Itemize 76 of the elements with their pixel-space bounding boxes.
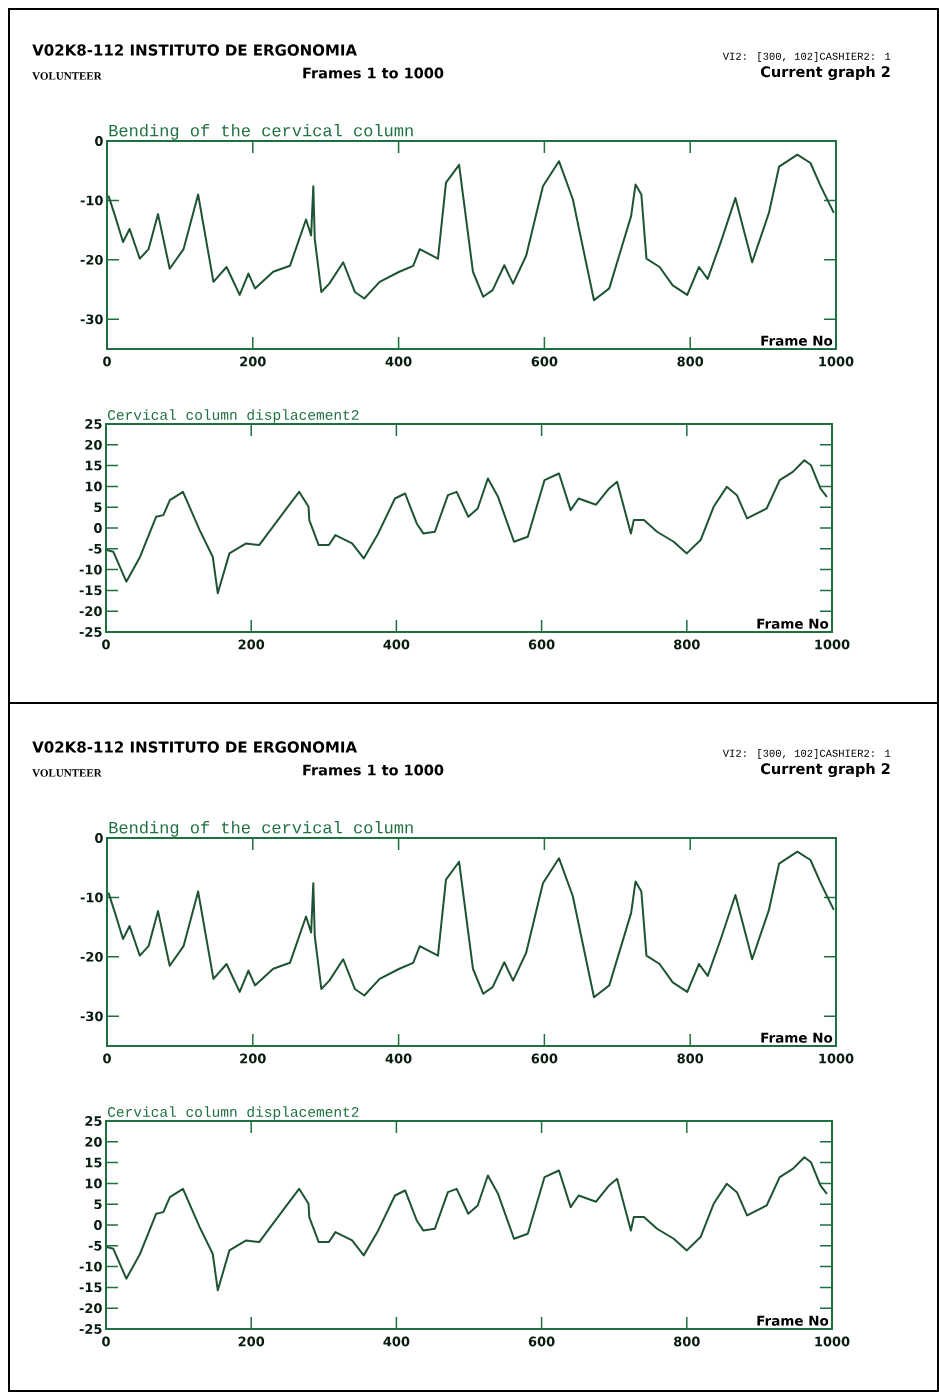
x-tick-label: 200 xyxy=(240,356,266,367)
line-series xyxy=(105,459,828,595)
chart-title: Cervical column displacement2 xyxy=(108,409,359,423)
y-tick-label: 15 xyxy=(85,1157,102,1168)
text: VI2: [300, 102]CASHIER2: 1 xyxy=(722,749,891,759)
y-tick-label: -30 xyxy=(80,1011,103,1022)
x-tick-label: 600 xyxy=(531,356,558,367)
x-tick-label: 1000 xyxy=(815,639,850,650)
x-tick-label: 1000 xyxy=(815,1336,850,1347)
y-tick-label: -20 xyxy=(80,254,103,265)
y-tick-label: -15 xyxy=(79,1282,102,1293)
x-axis-title: Frame No xyxy=(761,1032,833,1043)
text: V02K8-112 INSTITUTO DE ERGONOMIA xyxy=(32,741,357,753)
chart-title: Bending of the cervical column xyxy=(109,820,413,837)
x-tick-label: 400 xyxy=(383,1336,410,1347)
y-tick-label: -5 xyxy=(88,1240,102,1251)
y-tick-label: -20 xyxy=(79,1303,102,1314)
y-tick-label: -10 xyxy=(79,1261,102,1272)
x-tick-label: 200 xyxy=(238,639,265,650)
y-tick-label: -20 xyxy=(79,606,102,617)
x-tick-label: 400 xyxy=(385,356,412,367)
x-axis-title: Frame No xyxy=(757,618,829,629)
y-tick-label: 25 xyxy=(85,419,102,429)
y-tick-label: 20 xyxy=(85,1136,102,1147)
text: VOLUNTEER xyxy=(32,769,102,777)
chart-title: Bending of the cervical column xyxy=(109,123,413,140)
y-tick-label: -25 xyxy=(79,1324,102,1334)
y-tick-label: -30 xyxy=(80,314,103,325)
y-tick-label: -20 xyxy=(80,951,103,962)
line-series xyxy=(107,153,835,302)
x-axis-title: Frame No xyxy=(757,1315,829,1326)
y-tick-label: -25 xyxy=(79,627,102,637)
y-tick-label: 0 xyxy=(94,1220,102,1230)
x-tick-label: 0 xyxy=(103,1053,111,1064)
line-series xyxy=(105,1156,828,1292)
y-tick-label: -10 xyxy=(79,564,102,575)
text: VOLUNTEER xyxy=(32,72,102,80)
x-axis-title: Frame No xyxy=(761,335,833,346)
chart-title: Cervical column displacement2 xyxy=(108,1106,359,1120)
text: Current graph 2 xyxy=(760,65,890,81)
y-tick-label: -15 xyxy=(79,585,102,596)
x-tick-label: 800 xyxy=(674,639,700,650)
y-tick-label: -10 xyxy=(80,195,103,206)
x-tick-label: 200 xyxy=(238,1336,265,1347)
x-tick-label: 200 xyxy=(240,1053,266,1064)
x-tick-label: 800 xyxy=(677,356,704,367)
line-series xyxy=(107,850,835,999)
x-tick-label: 800 xyxy=(674,1336,700,1347)
x-tick-label: 600 xyxy=(531,1053,558,1064)
y-tick-label: 0 xyxy=(94,523,102,533)
x-tick-label: 0 xyxy=(103,356,111,367)
x-tick-label: 1000 xyxy=(819,1053,854,1064)
text: Frames 1 to 1000 xyxy=(303,764,444,776)
x-tick-label: 600 xyxy=(528,639,555,650)
y-tick-label: 0 xyxy=(95,136,103,146)
text: Current graph 2 xyxy=(760,762,890,778)
y-tick-label: 5 xyxy=(94,502,102,513)
x-tick-label: 1000 xyxy=(819,356,854,367)
y-tick-label: 15 xyxy=(85,460,102,471)
x-tick-label: 400 xyxy=(385,1053,412,1064)
x-tick-label: 400 xyxy=(383,639,410,650)
y-tick-label: 0 xyxy=(95,833,103,843)
y-tick-label: -10 xyxy=(80,892,103,903)
y-tick-label: 10 xyxy=(85,481,102,492)
x-tick-label: 800 xyxy=(677,1053,704,1064)
text: V02K8-112 INSTITUTO DE ERGONOMIA xyxy=(32,44,357,56)
text: Frames 1 to 1000 xyxy=(303,67,444,79)
x-tick-label: 0 xyxy=(102,1336,110,1347)
y-tick-label: -5 xyxy=(88,543,102,554)
y-tick-label: 25 xyxy=(85,1116,102,1126)
x-tick-label: 0 xyxy=(102,639,110,650)
y-tick-label: 10 xyxy=(85,1178,102,1189)
x-tick-label: 600 xyxy=(528,1336,555,1347)
text: VI2: [300, 102]CASHIER2: 1 xyxy=(722,52,891,62)
y-tick-label: 20 xyxy=(85,439,102,450)
y-tick-label: 5 xyxy=(94,1199,102,1210)
